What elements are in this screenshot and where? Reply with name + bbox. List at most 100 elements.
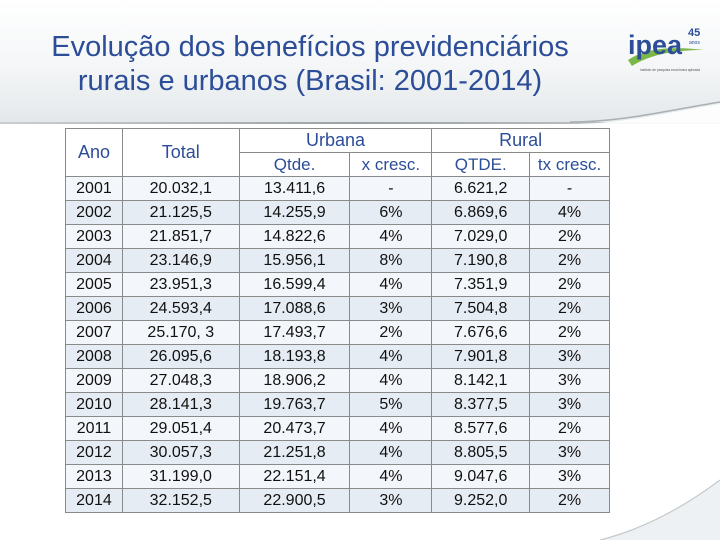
table-row: 2003 21.851,7 14.822,6 4% 7.029,0 2% bbox=[65, 224, 610, 249]
cell-total: 21.851,7 bbox=[121, 224, 240, 249]
cell-urb-qtde: 19.763,7 bbox=[238, 392, 351, 417]
cell-urb-qtde: 22.151,4 bbox=[238, 464, 351, 489]
cell-urb-qtde: 13.411,6 bbox=[238, 176, 351, 201]
ipea-logo: ipea 45 anos instituto de pesquisa econô… bbox=[628, 27, 704, 72]
cell-ano: 2005 bbox=[65, 272, 123, 297]
cell-urb-qtde: 14.255,9 bbox=[238, 200, 351, 225]
col-header-urbana: Urbana bbox=[238, 128, 433, 153]
cell-total: 23.951,3 bbox=[121, 272, 240, 297]
logo-tagline: instituto de pesquisa econômica aplicada bbox=[640, 68, 700, 72]
cell-ano: 2006 bbox=[65, 296, 123, 321]
logo-text: ipea bbox=[628, 30, 683, 60]
logo-anniversary: 45 bbox=[688, 27, 700, 39]
cell-rur-qtde: 8.577,6 bbox=[431, 416, 531, 441]
cell-rur-qtde: 7.029,0 bbox=[431, 224, 531, 249]
benefits-table: Ano Total Urbana Rural Qtde. x cresc. QT… bbox=[65, 128, 610, 513]
table-row: 2007 25.170, 3 17.493,7 2% 7.676,6 2% bbox=[65, 320, 610, 345]
slide-title: Evolução dos benefícios previdenciários … bbox=[30, 30, 590, 98]
cell-rur-cresc: 2% bbox=[529, 224, 610, 249]
cell-rur-cresc: 3% bbox=[529, 440, 610, 465]
cell-total: 21.125,5 bbox=[121, 200, 240, 225]
cell-rur-qtde: 9.047,6 bbox=[431, 464, 531, 489]
cell-urb-cresc: 3% bbox=[349, 488, 433, 513]
cell-rur-qtde: 6.869,6 bbox=[431, 200, 531, 225]
cell-total: 30.057,3 bbox=[121, 440, 240, 465]
cell-ano: 2013 bbox=[65, 464, 123, 489]
table-row: 2011 29.051,4 20.473,7 4% 8.577,6 2% bbox=[65, 416, 610, 441]
cell-urb-cresc: 5% bbox=[349, 392, 433, 417]
cell-ano: 2007 bbox=[65, 320, 123, 345]
header-row-sub: Qtde. x cresc. QTDE. tx cresc. bbox=[66, 152, 610, 177]
col-header-urbana-qtde: Qtde. bbox=[238, 152, 351, 177]
cell-ano: 2003 bbox=[65, 224, 123, 249]
table-row: 2012 30.057,3 21.251,8 4% 8.805,5 3% bbox=[65, 440, 610, 465]
logo-anniversary-sub: anos bbox=[689, 40, 700, 46]
cell-urb-qtde: 17.493,7 bbox=[238, 320, 351, 345]
cell-rur-cresc: 2% bbox=[529, 488, 610, 513]
title-line-2: rurais e urbanos (Brasil: 2001-2014) bbox=[77, 65, 543, 97]
col-header-rural: Rural bbox=[431, 128, 610, 153]
cell-rur-cresc: 3% bbox=[529, 344, 610, 369]
cell-urb-cresc: 8% bbox=[349, 248, 433, 273]
cell-rur-qtde: 7.504,8 bbox=[431, 296, 531, 321]
cell-urb-cresc: 2% bbox=[349, 320, 433, 345]
cell-urb-cresc: - bbox=[349, 176, 433, 201]
cell-total: 31.199,0 bbox=[121, 464, 240, 489]
col-header-rural-cresc: tx cresc. bbox=[529, 152, 610, 177]
cell-urb-cresc: 4% bbox=[349, 224, 433, 249]
table-row: 2008 26.095,6 18.193,8 4% 7.901,8 3% bbox=[65, 344, 610, 369]
cell-total: 24.593,4 bbox=[121, 296, 240, 321]
cell-urb-qtde: 21.251,8 bbox=[238, 440, 351, 465]
table-row: 2013 31.199,0 22.151,4 4% 9.047,6 3% bbox=[65, 464, 610, 489]
cell-rur-qtde: 8.805,5 bbox=[431, 440, 531, 465]
cell-rur-cresc: 2% bbox=[529, 296, 610, 321]
cell-ano: 2011 bbox=[65, 416, 123, 441]
table-row: 2001 20.032,1 13.411,6-6.621,2- bbox=[65, 176, 610, 201]
cell-total: 23.146,9 bbox=[121, 248, 240, 273]
cell-rur-qtde: 7.351,9 bbox=[431, 272, 531, 297]
header-row-group: Ano Total Urbana Rural bbox=[65, 128, 610, 177]
cell-total: 28.141,3 bbox=[121, 392, 240, 417]
cell-ano: 2004 bbox=[65, 248, 123, 273]
cell-urb-cresc: 4% bbox=[349, 464, 433, 489]
cell-rur-cresc: 2% bbox=[529, 416, 610, 441]
table-row: 2009 27.048,3 18.906,2 4% 8.142,1 3% bbox=[65, 368, 610, 393]
col-header-urbana-cresc: x cresc. bbox=[349, 152, 433, 177]
cell-urb-qtde: 17.088,6 bbox=[238, 296, 351, 321]
cell-rur-qtde: 7.901,8 bbox=[431, 344, 531, 369]
table-row: 2014 32.152,5 22.900,5 3% 9.252,0 2% bbox=[65, 488, 610, 513]
cell-ano: 2010 bbox=[65, 392, 123, 417]
cell-total: 26.095,6 bbox=[121, 344, 240, 369]
col-header-ano: Ano bbox=[65, 128, 123, 177]
cell-ano: 2009 bbox=[65, 368, 123, 393]
cell-urb-cresc: 4% bbox=[349, 272, 433, 297]
cell-ano: 2008 bbox=[65, 344, 123, 369]
cell-rur-qtde: 7.676,6 bbox=[431, 320, 531, 345]
cell-urb-cresc: 3% bbox=[349, 296, 433, 321]
header-divider bbox=[0, 122, 720, 124]
cell-urb-qtde: 14.822,6 bbox=[238, 224, 351, 249]
table-row: 2005 23.951,3 16.599,4 4% 7.351,9 2% bbox=[65, 272, 610, 297]
cell-total: 32.152,5 bbox=[121, 488, 240, 513]
cell-rur-cresc: 2% bbox=[529, 320, 610, 345]
cell-urb-cresc: 4% bbox=[349, 344, 433, 369]
cell-rur-cresc: 2% bbox=[529, 272, 610, 297]
cell-urb-cresc: 4% bbox=[349, 416, 433, 441]
cell-urb-qtde: 18.906,2 bbox=[238, 368, 351, 393]
cell-ano: 2014 bbox=[65, 488, 123, 513]
cell-rur-cresc: 2% bbox=[529, 248, 610, 273]
table-row: 2006 24.593,4 17.088,6 3% 7.504,8 2% bbox=[65, 296, 610, 321]
decorative-wave-bottom bbox=[600, 479, 720, 540]
cell-rur-cresc: 4% bbox=[529, 200, 610, 225]
cell-urb-qtde: 20.473,7 bbox=[238, 416, 351, 441]
cell-urb-cresc: 6% bbox=[349, 200, 433, 225]
cell-urb-qtde: 16.599,4 bbox=[238, 272, 351, 297]
cell-urb-cresc: 4% bbox=[349, 440, 433, 465]
table-row: 2004 23.146,9 15.956,1 8% 7.190,8 2% bbox=[65, 248, 610, 273]
cell-ano: 2001 bbox=[65, 176, 123, 201]
cell-rur-cresc: - bbox=[529, 176, 610, 201]
cell-rur-qtde: 7.190,8 bbox=[431, 248, 531, 273]
slide-header bbox=[0, 0, 720, 122]
cell-urb-qtde: 22.900,5 bbox=[238, 488, 351, 513]
cell-total: 29.051,4 bbox=[121, 416, 240, 441]
